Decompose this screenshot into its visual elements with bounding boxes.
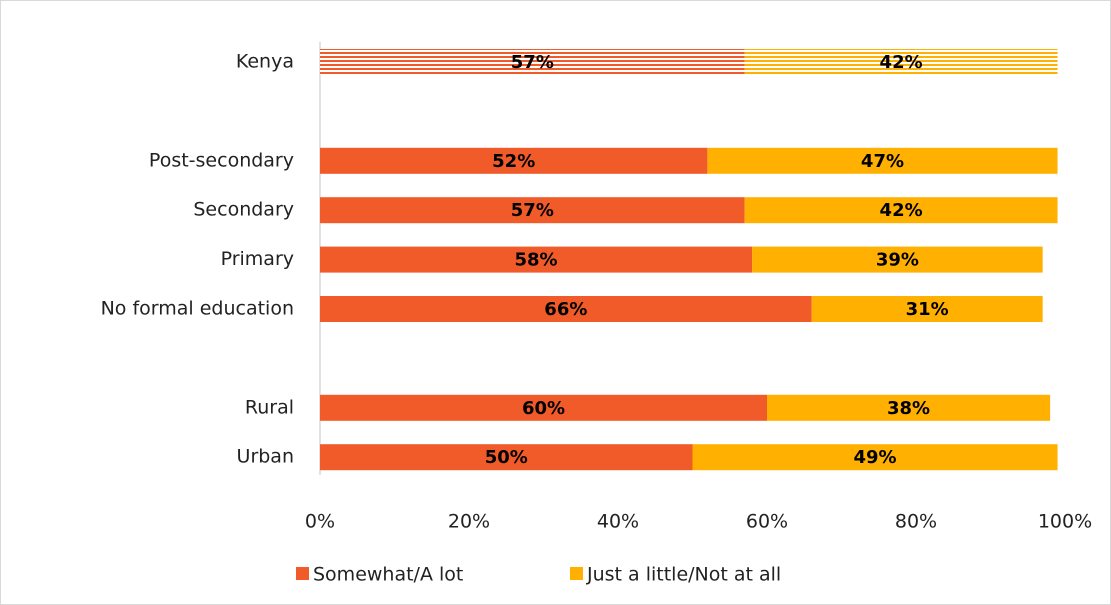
data-label: 52%: [492, 151, 535, 172]
category-label: Post-secondary: [149, 149, 294, 171]
data-label: 58%: [515, 250, 558, 271]
category-label: Urban: [237, 446, 294, 468]
data-label: 42%: [880, 52, 923, 73]
data-label: 38%: [887, 398, 930, 419]
x-tick-label: 20%: [448, 511, 490, 533]
category-label: Primary: [221, 248, 294, 270]
x-tick-label: 0%: [305, 511, 335, 533]
bar-segment: [744, 197, 1058, 224]
data-label: 31%: [906, 299, 949, 320]
legend-label: Just a little/Not at all: [586, 564, 781, 586]
data-label: 39%: [876, 250, 919, 271]
data-label: 47%: [861, 151, 904, 172]
category-label: No formal education: [101, 298, 294, 320]
data-label: 50%: [485, 447, 528, 468]
bar-segment: [320, 49, 745, 75]
bar-segment: [320, 394, 767, 421]
data-label: 49%: [853, 447, 896, 468]
data-label: 60%: [522, 398, 565, 419]
x-tick-label: 40%: [597, 511, 639, 533]
bar-segment: [707, 147, 1058, 174]
x-tick-label: 80%: [895, 511, 937, 533]
data-label: 57%: [511, 200, 554, 221]
category-label: Secondary: [193, 199, 294, 221]
category-label: Rural: [245, 396, 294, 418]
bar-segment: [320, 444, 693, 471]
legend-swatch: [570, 567, 583, 580]
bar-segment: [692, 444, 1058, 471]
bar-segment: [320, 246, 753, 273]
bar-segment: [767, 394, 1051, 421]
legend-swatch: [296, 567, 309, 580]
data-label: 66%: [544, 299, 587, 320]
bar-segment: [320, 197, 745, 224]
data-label: 42%: [880, 200, 923, 221]
bar-segment: [320, 296, 812, 322]
data-label: 57%: [511, 52, 554, 73]
category-label: Kenya: [236, 51, 294, 73]
legend-label: Somewhat/A lot: [313, 564, 463, 586]
x-tick-label: 100%: [1038, 511, 1092, 533]
bar-segment: [744, 49, 1058, 75]
bar-segment: [320, 147, 708, 174]
bar-segment: [752, 246, 1043, 273]
bar-segment: [811, 296, 1043, 322]
x-tick-label: 60%: [746, 511, 788, 533]
